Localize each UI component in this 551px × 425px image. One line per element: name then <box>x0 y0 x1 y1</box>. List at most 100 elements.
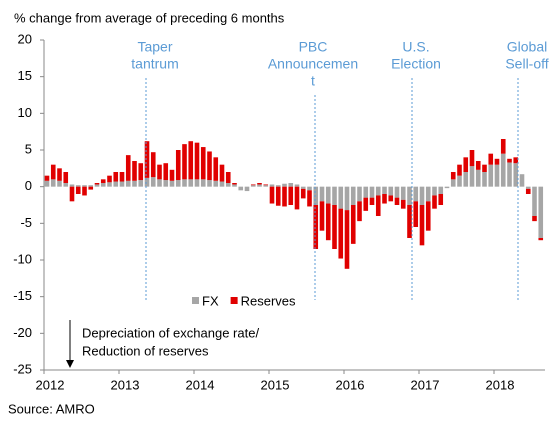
bar <box>157 179 162 187</box>
bar <box>88 185 94 187</box>
x-tick-label: 2016 <box>336 377 365 392</box>
bar <box>282 183 287 187</box>
bar <box>94 183 100 185</box>
bar <box>375 186 381 196</box>
bar <box>494 158 500 165</box>
bar <box>413 186 419 202</box>
bar <box>344 210 350 269</box>
bar <box>157 164 162 180</box>
bar <box>482 172 487 187</box>
legend-label: Reserves <box>241 293 296 308</box>
bar <box>244 186 250 192</box>
bar <box>82 186 87 196</box>
bar <box>388 186 394 196</box>
bar <box>319 186 325 202</box>
bar <box>225 183 231 187</box>
bar <box>175 150 181 181</box>
bar <box>69 184 75 187</box>
bar <box>132 180 137 187</box>
bar <box>382 194 387 204</box>
bar <box>175 180 181 187</box>
bar <box>332 205 337 249</box>
y-tick-label: -25 <box>13 361 32 376</box>
bar <box>457 164 462 176</box>
bar <box>69 186 75 202</box>
bar <box>357 201 362 222</box>
bar <box>232 183 237 185</box>
bar <box>500 139 506 154</box>
bar <box>163 180 169 187</box>
bar <box>469 150 475 167</box>
bar <box>532 186 537 216</box>
note: Depreciation of exchange rate/ <box>82 325 259 340</box>
bar <box>57 168 62 181</box>
source: Source: AMRO <box>8 401 95 416</box>
bar <box>419 186 425 205</box>
bar <box>388 195 394 202</box>
x-tick-label: 2014 <box>186 377 215 392</box>
annotation: Election <box>391 56 441 72</box>
arrow-head <box>66 360 74 368</box>
bar <box>263 185 269 187</box>
bar <box>75 185 81 187</box>
x-tick-label: 2012 <box>36 377 65 392</box>
annotation: tantrum <box>131 56 178 72</box>
bar <box>200 179 206 187</box>
bar <box>288 183 294 187</box>
bar <box>425 186 431 202</box>
bar <box>400 199 406 209</box>
bar <box>425 201 431 231</box>
bar <box>313 205 319 249</box>
bar <box>82 185 87 187</box>
legend-swatch <box>192 297 199 304</box>
bar <box>269 184 275 187</box>
bar <box>407 186 412 205</box>
bar <box>144 177 150 187</box>
bar <box>375 195 381 216</box>
bar <box>538 186 544 238</box>
bar <box>407 205 412 238</box>
bar <box>507 162 512 187</box>
y-tick-label: 20 <box>18 31 32 46</box>
annotation: Sell-off <box>505 56 548 72</box>
bar <box>525 186 531 189</box>
bar <box>88 186 94 190</box>
bar <box>219 181 225 187</box>
bar <box>219 164 225 182</box>
bar <box>225 172 231 183</box>
bar <box>313 186 319 205</box>
bar <box>507 158 512 163</box>
bar <box>438 186 444 194</box>
y-tick-label: 15 <box>18 68 32 83</box>
bar <box>194 142 200 180</box>
bar <box>432 186 437 196</box>
bar <box>150 177 156 187</box>
bar <box>169 180 175 187</box>
bar <box>307 190 312 207</box>
bar <box>138 180 144 187</box>
bar <box>144 141 150 178</box>
bar <box>232 184 237 187</box>
bar <box>207 151 212 181</box>
bar <box>188 141 194 180</box>
bar <box>450 172 456 180</box>
bar <box>294 184 300 187</box>
bar <box>519 174 525 187</box>
bar <box>350 186 356 205</box>
bar <box>432 195 437 209</box>
bar <box>257 183 262 185</box>
bar <box>288 186 294 205</box>
bar <box>132 161 137 181</box>
bar <box>169 169 175 181</box>
y-axis-label: % change from average of preceding 6 mon… <box>14 10 285 25</box>
bar <box>482 164 487 172</box>
bar <box>250 184 256 186</box>
bar <box>382 186 387 194</box>
y-tick-label: -20 <box>13 325 32 340</box>
annotation: Global <box>507 39 547 55</box>
bar <box>538 238 544 241</box>
bar <box>494 164 500 187</box>
annotation: Taper <box>137 39 172 55</box>
bar <box>119 181 125 187</box>
bar <box>250 185 256 187</box>
